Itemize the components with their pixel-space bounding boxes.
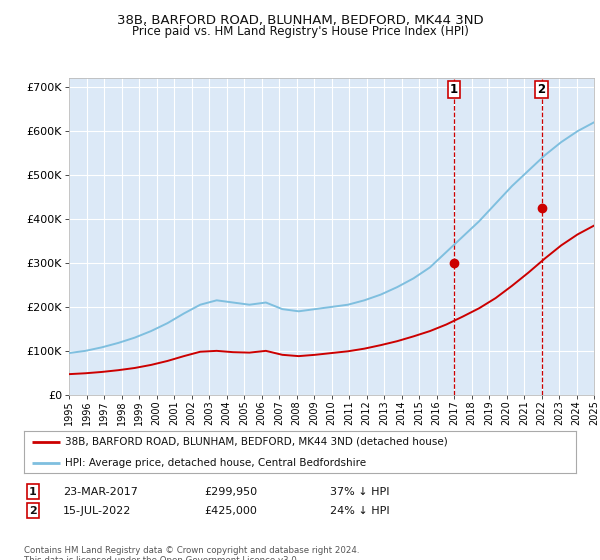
Text: 2: 2 — [29, 506, 37, 516]
Text: £425,000: £425,000 — [204, 506, 257, 516]
Text: 2: 2 — [538, 83, 545, 96]
Text: 38B, BARFORD ROAD, BLUNHAM, BEDFORD, MK44 3ND: 38B, BARFORD ROAD, BLUNHAM, BEDFORD, MK4… — [116, 14, 484, 27]
Text: 1: 1 — [29, 487, 37, 497]
Text: 15-JUL-2022: 15-JUL-2022 — [63, 506, 131, 516]
Text: 37% ↓ HPI: 37% ↓ HPI — [330, 487, 389, 497]
Text: 23-MAR-2017: 23-MAR-2017 — [63, 487, 138, 497]
Text: 38B, BARFORD ROAD, BLUNHAM, BEDFORD, MK44 3ND (detached house): 38B, BARFORD ROAD, BLUNHAM, BEDFORD, MK4… — [65, 437, 448, 447]
Text: Price paid vs. HM Land Registry's House Price Index (HPI): Price paid vs. HM Land Registry's House … — [131, 25, 469, 38]
Text: HPI: Average price, detached house, Central Bedfordshire: HPI: Average price, detached house, Cent… — [65, 458, 367, 468]
Text: £299,950: £299,950 — [204, 487, 257, 497]
Text: Contains HM Land Registry data © Crown copyright and database right 2024.
This d: Contains HM Land Registry data © Crown c… — [24, 546, 359, 560]
Text: 24% ↓ HPI: 24% ↓ HPI — [330, 506, 389, 516]
Text: 1: 1 — [450, 83, 458, 96]
